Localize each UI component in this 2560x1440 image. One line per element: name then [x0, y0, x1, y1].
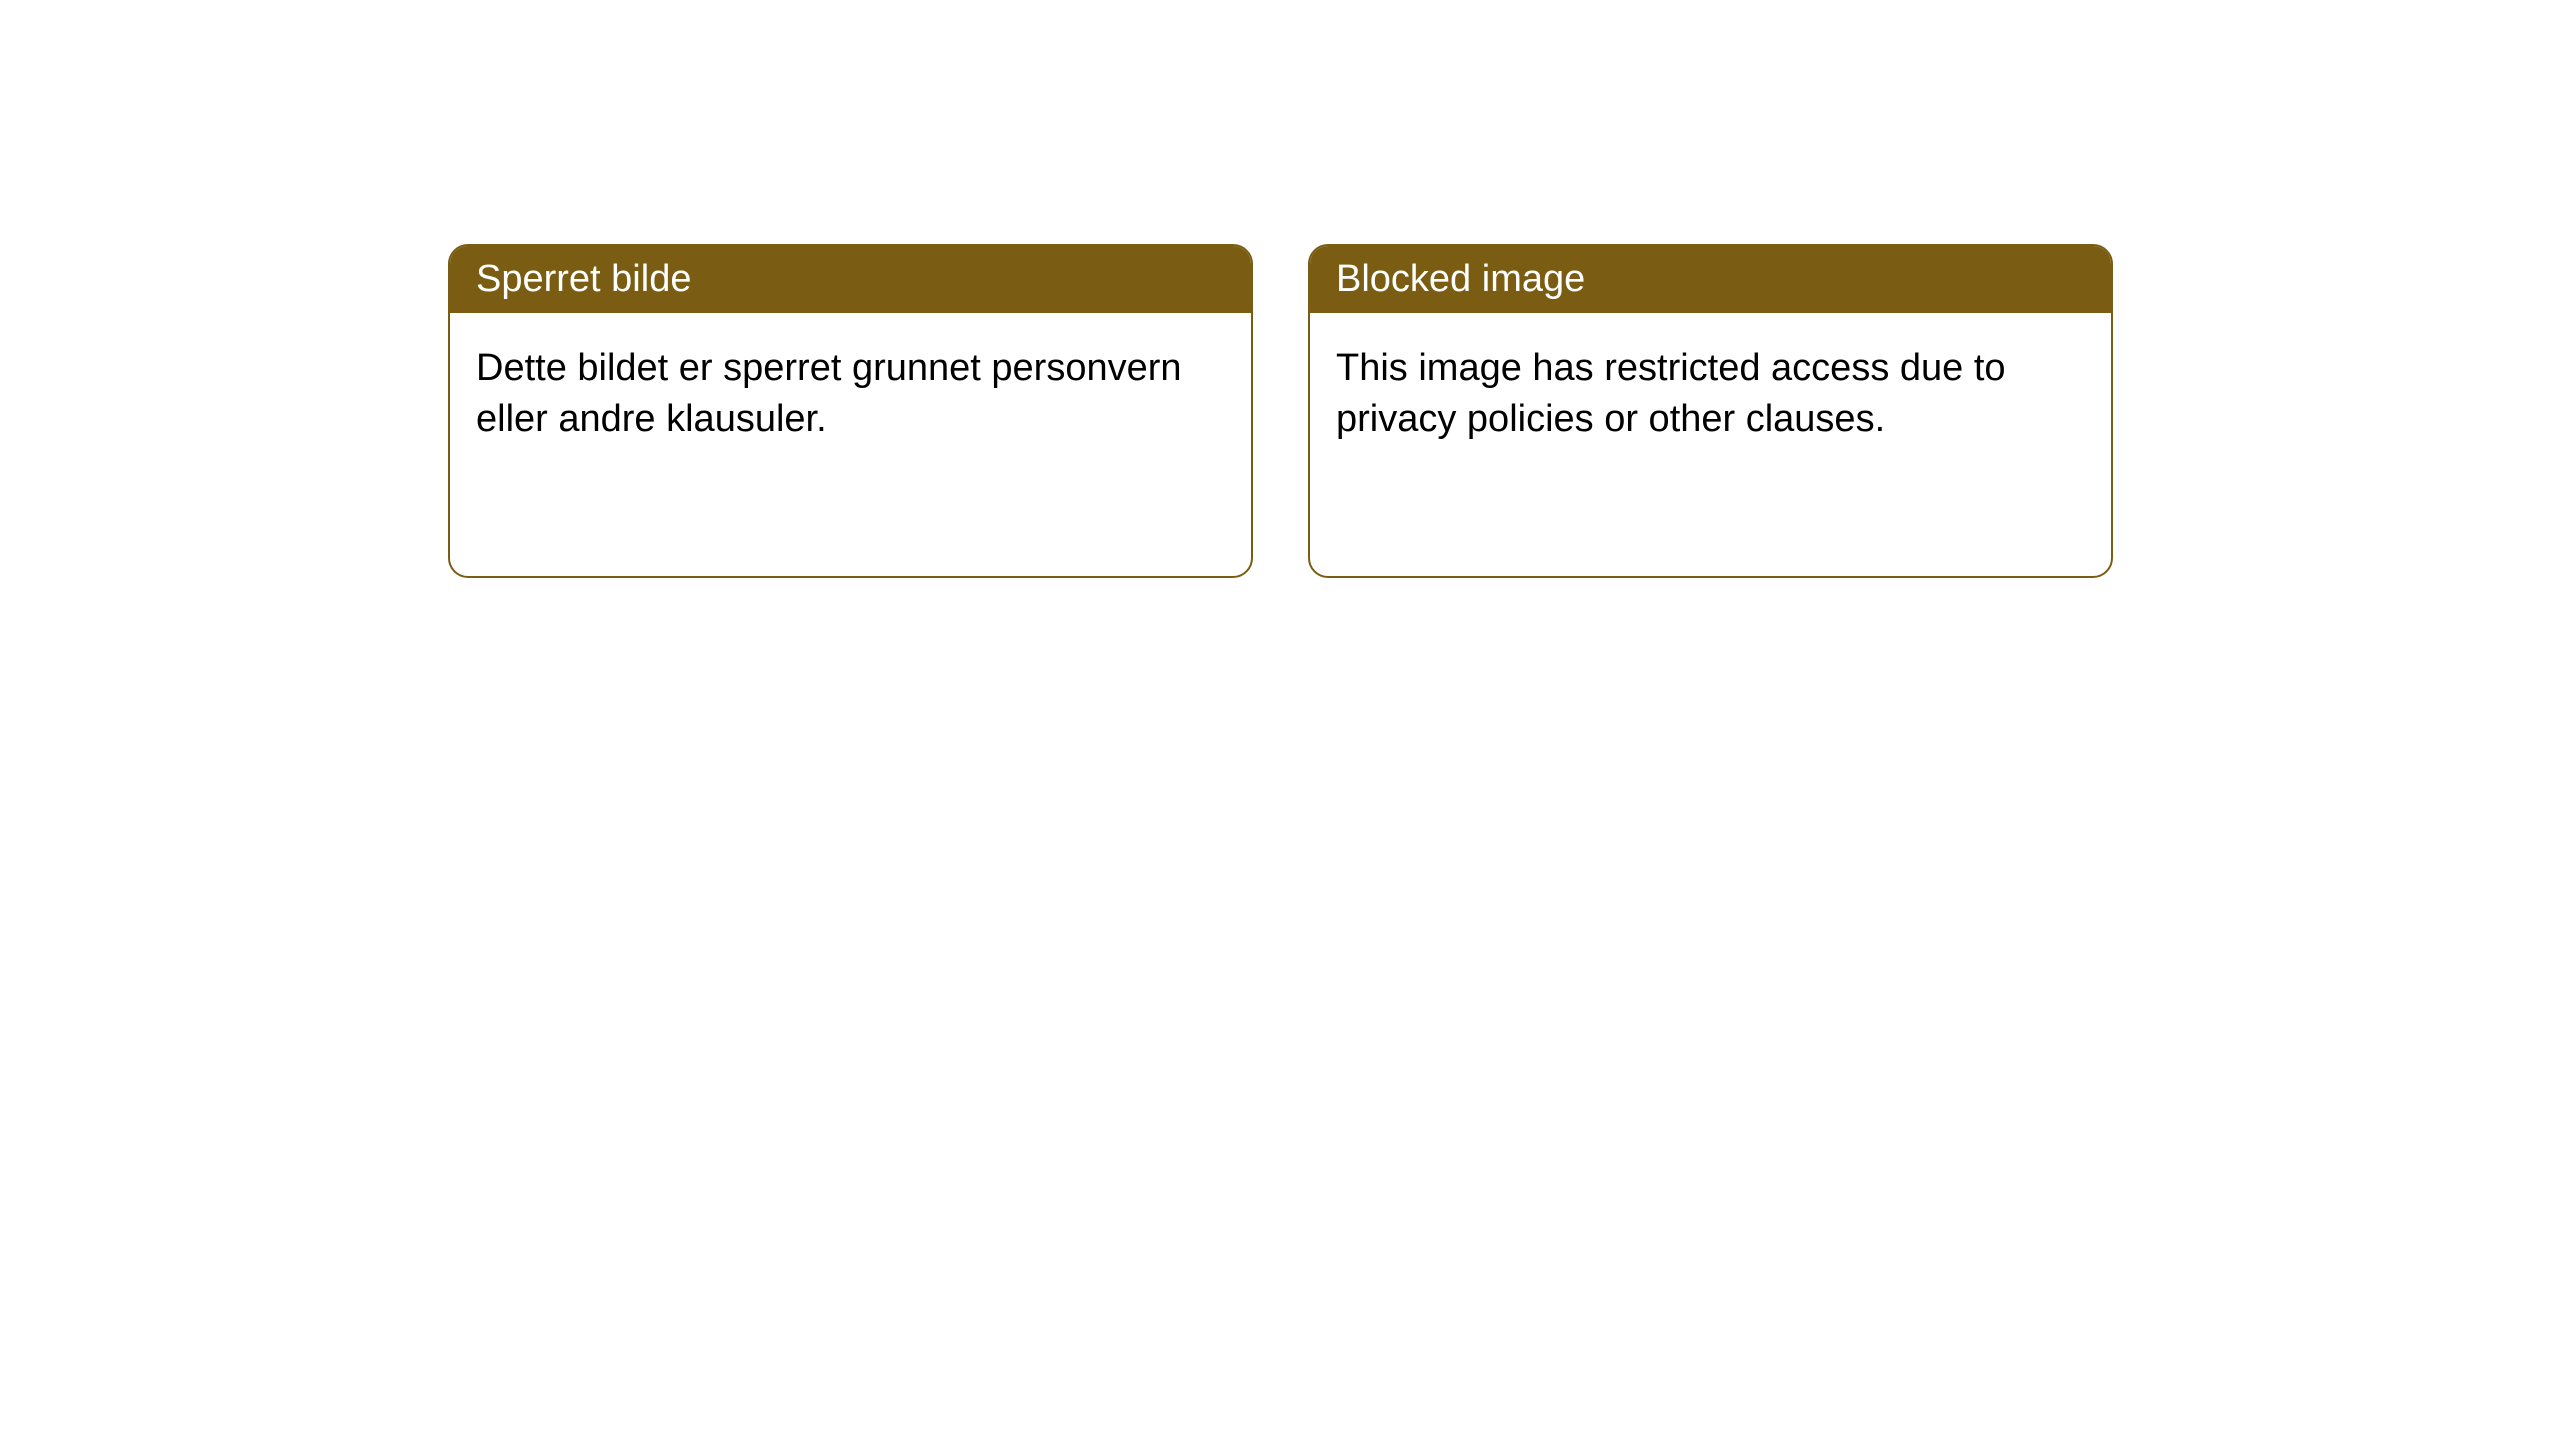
notice-body: This image has restricted access due to …	[1310, 313, 2111, 476]
notice-header: Sperret bilde	[450, 246, 1251, 313]
notice-header: Blocked image	[1310, 246, 2111, 313]
notice-container: Sperret bilde Dette bildet er sperret gr…	[0, 0, 2560, 578]
notice-card-norwegian: Sperret bilde Dette bildet er sperret gr…	[448, 244, 1253, 578]
notice-body: Dette bildet er sperret grunnet personve…	[450, 313, 1251, 476]
notice-card-english: Blocked image This image has restricted …	[1308, 244, 2113, 578]
